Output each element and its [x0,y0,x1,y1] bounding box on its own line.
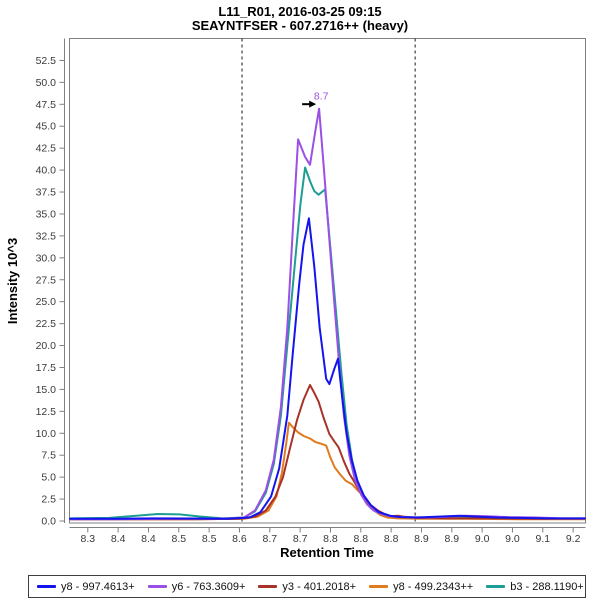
y-tick-label: 32.5 [36,230,57,242]
y-tick-label: 37.5 [36,187,57,199]
legend-label: y6 - 763.3609+ [171,580,246,593]
trace-y8-997 [69,217,586,520]
y-tick-label: 0.0 [41,516,56,528]
chromatogram-plot: 8.3 8.4 8.4 8.5 8.5 8.6 8.7 8.7 8.8 8.8 8.8 8.9 8.9 9… [5,38,586,560]
y-tick-label: 12.5 [36,406,57,418]
legend: y8 - 997.4613+ y6 - 763.3609+ y3 - 401.201… [28,575,586,598]
y-tick-label: 10.0 [36,428,57,440]
y-tick-label: 5.0 [41,472,56,484]
legend-swatch-icon [369,585,389,588]
x-tick-label: 9.1 [535,533,550,545]
chart-title: L11_R01, 2016-03-25 09:15 [218,4,382,19]
legend-item-y8-499: y8 - 499.2343++ [369,581,473,593]
y-tick-label: 50.0 [36,77,57,89]
y-tick-label: 17.5 [36,362,57,374]
x-tick-label: 8.7 [293,533,308,545]
x-tick-label: 8.4 [111,533,126,545]
legend-item-y3-401: y3 - 401.2018+ [258,581,356,593]
y-tick-label: 42.5 [36,143,57,155]
y-tick-label: 30.0 [36,252,57,264]
x-tick-label: 9.0 [475,533,490,545]
chart-subtitle: SEAYNTFSER - 607.2716++ (heavy) [191,18,409,33]
legend-swatch-icon [147,585,167,588]
y-tick-label: 7.5 [41,450,56,462]
y-axis-label: Intensity 10^3 [5,238,20,324]
x-tick-label: 8.9 [414,533,429,545]
peak-rt-annotation: 8.7 [314,91,329,103]
y-tick-label: 15.0 [36,384,57,396]
x-tick-label: 9.0 [505,533,520,545]
annotation-arrow-icon [309,100,317,108]
plot-area[interactable] [69,38,586,524]
legend-item-y6-763: y6 - 763.3609+ [147,580,246,593]
y-tick-label: 35.0 [36,208,57,220]
legend-label: y3 - 401.2018+ [282,580,357,593]
y-tick-label: 45.0 [36,121,57,133]
x-tick-label: 8.9 [444,533,459,545]
legend-label: y8 - 997.4613+ [61,580,135,593]
x-tick-label: 8.8 [353,533,368,545]
y-tick-label: 22.5 [36,318,57,330]
legend-swatch-icon [258,585,278,588]
x-tick-label: 8.4 [141,533,156,545]
x-tick-label: 9.2 [566,533,581,545]
x-tick-label: 8.5 [171,533,186,545]
legend-swatch-icon [486,585,506,588]
trace-y8-499 [69,421,586,521]
y-tick-label: 27.5 [36,274,57,286]
x-axis-label: Retention Time [280,545,374,560]
x-tick-label: 8.7 [262,533,277,545]
y-tick-label: 40.0 [36,165,57,177]
y-tick-label: 52.5 [36,55,57,67]
y-tick-label: 2.5 [41,494,56,506]
x-tick-label: 8.8 [384,533,399,545]
x-tick-label: 8.5 [202,533,217,545]
legend-swatch-icon [37,585,56,588]
legend-label: y8 - 499.2343++ [393,580,474,593]
legend-item-b3-288: b3 - 288.1190+ [486,581,584,593]
y-tick-label: 20.0 [36,340,57,352]
legend-item-y8-997: y8 - 997.4613+ [37,581,135,593]
y-tick-label: 47.5 [36,99,57,111]
x-tick-label: 8.3 [80,533,95,545]
x-tick-label: 8.6 [232,533,247,545]
legend-label: b3 - 288.1190+ [510,580,584,593]
y-tick-label: 25.0 [36,296,57,308]
x-tick-label: 8.8 [323,533,338,545]
